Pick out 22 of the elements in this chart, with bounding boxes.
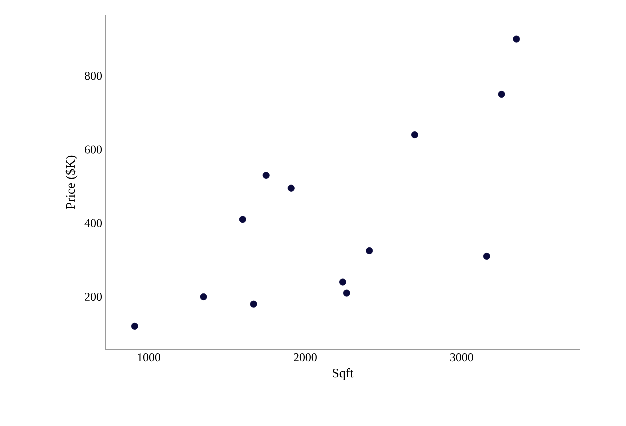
y-axis-title: Price ($K) (66, 156, 78, 210)
y-tick-label: 600 (85, 146, 102, 154)
x-tick-label: 3000 (450, 354, 474, 362)
x-axis-title: Sqft (333, 368, 354, 380)
y-tick-label: 800 (85, 72, 102, 80)
y-tick-label: 400 (84, 219, 102, 228)
point (483, 252, 490, 260)
point (411, 132, 418, 139)
point (366, 247, 374, 254)
point (340, 278, 347, 286)
point (250, 300, 258, 308)
x-tick-label: 1000 (138, 354, 161, 362)
point (239, 216, 246, 224)
point (288, 184, 295, 192)
point (131, 322, 138, 330)
point (262, 172, 270, 180)
point (200, 293, 208, 300)
point (513, 36, 520, 43)
point (498, 91, 506, 98)
y-tick-label: 200 (85, 292, 102, 302)
x-tick-label: 2000 (294, 354, 317, 362)
point (343, 290, 350, 297)
